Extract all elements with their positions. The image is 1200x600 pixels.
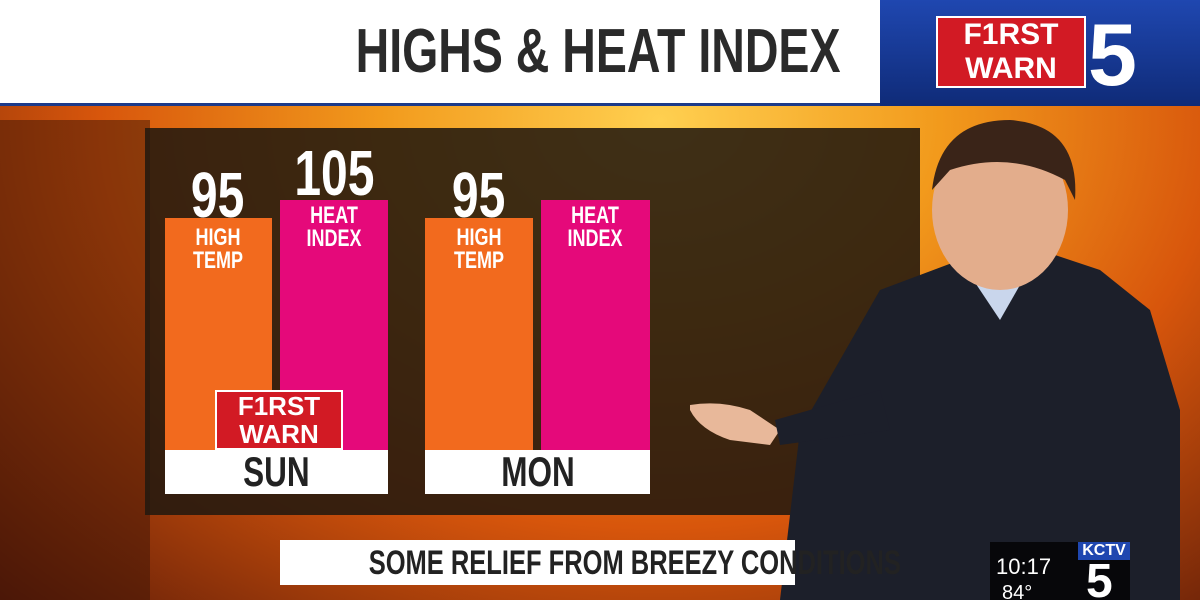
- presenter: [690, 120, 1180, 600]
- header-bar: HIGHS & HEAT INDEX: [0, 0, 880, 106]
- day-label: MON: [500, 448, 575, 495]
- lower-third: SOME RELIEF FROM BREEZY CONDITIONS: [280, 540, 901, 585]
- station-name: KCTV: [1078, 542, 1130, 560]
- title: HIGHS & HEAT INDEX: [355, 17, 840, 86]
- logo-line: WARN: [239, 419, 319, 449]
- logo-line: WARN: [965, 52, 1057, 85]
- city-silhouette: [0, 120, 150, 600]
- graphic-panel: 95 105 HIGH TEMP HEAT INDEX SUN 95 HIGH …: [145, 128, 920, 515]
- logo-text: F1RST WARN: [936, 16, 1086, 88]
- bar: [425, 218, 533, 450]
- logo-line: F1RST: [237, 391, 321, 421]
- logo-line: F1RST: [963, 18, 1059, 51]
- temperature: 84°: [1002, 582, 1033, 600]
- value: 95: [452, 159, 506, 231]
- bar: [541, 200, 650, 450]
- panel-logo: F1RST WARN: [215, 390, 343, 450]
- headline: SOME RELIEF FROM BREEZY CONDITIONS: [368, 544, 901, 582]
- day-label: SUN: [243, 448, 310, 495]
- time: 10:17: [996, 554, 1052, 579]
- station-bug: 10:17 84° KCTV 5: [990, 542, 1130, 600]
- bar-label: HIGH TEMP: [453, 224, 504, 274]
- value: 105: [293, 137, 375, 209]
- bar-label: HIGH TEMP: [192, 224, 243, 274]
- logo-number: 5: [1088, 5, 1137, 104]
- bar-label: HEAT INDEX: [306, 202, 362, 252]
- station-number: 5: [1086, 555, 1113, 600]
- value: 95: [191, 159, 245, 231]
- station-logo: F1RST WARN 5: [880, 0, 1200, 106]
- bar-label: HEAT INDEX: [567, 202, 623, 252]
